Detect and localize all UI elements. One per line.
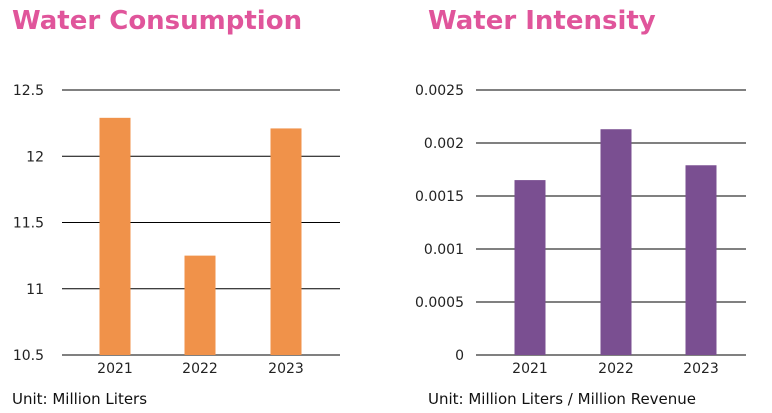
water-intensity-chart: 0 0.0005 0.001 0.0015 0.002 0.0025 2021 2022 202… [415,83,746,377]
chart-title: Water Intensity [428,6,656,36]
bar-2023 [685,165,717,355]
x-tick-label: 2021 [97,361,133,377]
bar-2022 [184,255,216,355]
unit-note: Unit: Million Liters / Million Revenue [428,390,697,408]
y-tick-label: 0.002 [424,136,464,152]
y-tick-label: 12.5 [13,83,44,99]
y-tick-label: 0.0005 [415,295,464,311]
y-tick-label: 10.5 [13,348,44,364]
y-tick-label: 11.5 [13,216,44,232]
y-tick-label: 0.0025 [415,83,464,99]
x-tick-label: 2023 [268,361,304,377]
x-tick-label: 2021 [512,361,548,377]
unit-note: Unit: Million Liters [12,390,148,408]
y-tick-label: 0.0015 [415,189,464,205]
chart-title: Water Consumption [12,6,303,36]
y-tick-label: 12 [26,149,44,165]
bar-2021 [514,180,546,355]
water-intensity-panel: Water Intensity 0 0.0005 0.001 0.0015 0.002 0… [386,0,772,413]
x-tick-label: 2022 [598,361,634,377]
bar-2021 [99,117,131,355]
x-tick-label: 2023 [683,361,719,377]
x-tick-label: 2022 [182,361,218,377]
bar-2022 [600,129,632,355]
y-tick-label: 11 [26,282,44,298]
y-tick-label: 0.001 [424,242,464,258]
water-consumption-panel: Water Consumption 10.5 11 11.5 12 12.5 2021 20… [12,6,340,408]
water-consumption-chart: 10.5 11 11.5 12 12.5 2021 2022 2023 [13,83,340,377]
bar-2023 [270,128,302,355]
y-tick-label: 0 [455,348,464,364]
